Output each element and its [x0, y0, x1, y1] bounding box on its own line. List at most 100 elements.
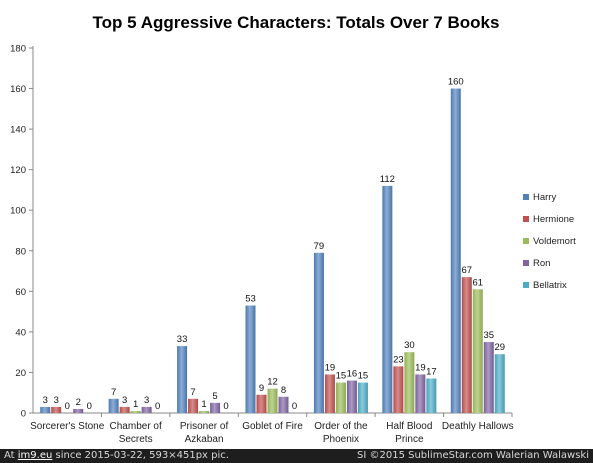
data-label: 3 — [43, 395, 48, 406]
bar-hermione — [461, 277, 472, 413]
bar-voldemort — [199, 410, 210, 413]
footer-prefix: At — [4, 450, 18, 461]
legend-label-ron: Ron — [533, 258, 550, 269]
bar-ron — [141, 406, 152, 413]
data-label: 8 — [281, 385, 286, 396]
data-label: 112 — [380, 174, 395, 185]
x-tick-label: Secrets — [119, 434, 153, 445]
bar-bellatrix — [357, 382, 368, 413]
bar-hermione — [188, 398, 199, 413]
legend-swatch-bellatrix — [523, 282, 529, 288]
data-label: 19 — [415, 362, 426, 373]
bar-harry — [108, 398, 119, 413]
bar-harry — [382, 185, 393, 413]
data-label: 0 — [87, 401, 92, 412]
x-tick-label: Deathly Hallows — [442, 421, 514, 432]
data-label: 9 — [259, 383, 264, 394]
y-tick-label: 80 — [15, 246, 26, 257]
legend-swatch-voldemort — [523, 238, 529, 244]
data-label: 35 — [483, 330, 494, 341]
x-tick-label: Order of the — [314, 421, 368, 432]
bar-harry — [450, 88, 461, 414]
data-label: 1 — [201, 399, 206, 410]
data-label: 0 — [223, 401, 228, 412]
data-label: 30 — [404, 340, 415, 351]
data-label: 1 — [133, 399, 138, 410]
y-tick-label: 180 — [10, 44, 26, 55]
data-label: 5 — [212, 391, 217, 402]
bar-harry — [40, 406, 51, 413]
y-tick-label: 160 — [10, 84, 26, 95]
data-label: 7 — [190, 387, 195, 398]
bar-hermione — [119, 406, 130, 413]
bar-ron — [415, 374, 426, 413]
bar-hermione — [324, 374, 335, 413]
footer-site-link[interactable]: im9.eu — [17, 450, 53, 461]
data-label: 0 — [155, 401, 160, 412]
data-label: 29 — [494, 342, 505, 353]
data-label: 33 — [177, 334, 188, 345]
legend-label-voldemort: Voldemort — [533, 236, 576, 247]
footer-middle: since 2015-03-22, 593×451px pic. — [52, 450, 229, 461]
bar-voldemort — [472, 289, 483, 413]
x-tick-label: Sorcerer's Stone — [30, 421, 105, 432]
bar-voldemort — [267, 388, 278, 413]
data-label: 0 — [292, 401, 297, 412]
x-tick-label: Chamber of — [110, 421, 162, 432]
data-label: 61 — [472, 277, 483, 288]
legend-label-harry: Harry — [533, 192, 556, 203]
legend-label-bellatrix: Bellatrix — [533, 280, 567, 291]
data-label: 160 — [448, 77, 464, 88]
y-tick-label: 100 — [10, 206, 26, 217]
bar-voldemort — [335, 382, 346, 413]
x-tick-label: Phoenix — [323, 434, 359, 445]
y-tick-label: 0 — [21, 409, 26, 420]
x-tick-label: Azkaban — [185, 434, 224, 445]
bar-voldemort — [404, 352, 415, 413]
legend-swatch-hermione — [523, 216, 529, 222]
data-label: 15 — [358, 371, 369, 382]
bar-bellatrix — [494, 354, 505, 413]
y-tick-label: 20 — [15, 368, 26, 379]
x-tick-label: Prince — [395, 434, 424, 445]
x-tick-label: Half Blood — [386, 421, 432, 432]
bar-ron — [483, 342, 494, 413]
data-label: 3 — [144, 395, 149, 406]
data-label: 79 — [314, 241, 325, 252]
bar-harry — [177, 346, 188, 413]
bar-bellatrix — [426, 378, 437, 413]
data-label: 16 — [347, 369, 358, 380]
bar-ron — [73, 408, 84, 413]
data-label: 19 — [325, 362, 336, 373]
bar-harry — [245, 305, 256, 413]
bar-hermione — [256, 394, 267, 413]
x-tick-label: Prisoner of — [180, 421, 229, 432]
bar-harry — [313, 252, 324, 413]
data-label: 2 — [76, 397, 81, 408]
footer-right: SI ©2015 SublimeStar.com Walerian Walaws… — [357, 450, 589, 461]
bar-ron — [346, 380, 357, 413]
y-tick-label: 140 — [10, 125, 26, 136]
data-label: 3 — [54, 395, 59, 406]
data-label: 7 — [111, 387, 116, 398]
footer-left: At im9.eu since 2015-03-22, 593×451px pi… — [4, 449, 229, 463]
footer-bar: At im9.eu since 2015-03-22, 593×451px pi… — [0, 449, 593, 463]
data-label: 53 — [245, 294, 256, 305]
bar-hermione — [393, 366, 404, 413]
x-tick-label: Goblet of Fire — [242, 421, 303, 432]
bar-voldemort — [130, 410, 141, 413]
chart-svg: Top 5 Aggressive Characters: Totals Over… — [10, 13, 576, 445]
bar-ron — [278, 396, 289, 413]
y-tick-label: 60 — [15, 287, 26, 298]
data-label: 67 — [461, 265, 472, 276]
data-label: 17 — [426, 367, 437, 378]
bar-hermione — [51, 406, 62, 413]
data-label: 0 — [65, 401, 70, 412]
bar-ron — [210, 402, 221, 413]
data-label: 3 — [122, 395, 127, 406]
chart-title: Top 5 Aggressive Characters: Totals Over… — [93, 13, 500, 32]
legend-swatch-ron — [523, 260, 529, 266]
data-label: 23 — [393, 354, 404, 365]
legend-label-hermione: Hermione — [533, 214, 574, 225]
